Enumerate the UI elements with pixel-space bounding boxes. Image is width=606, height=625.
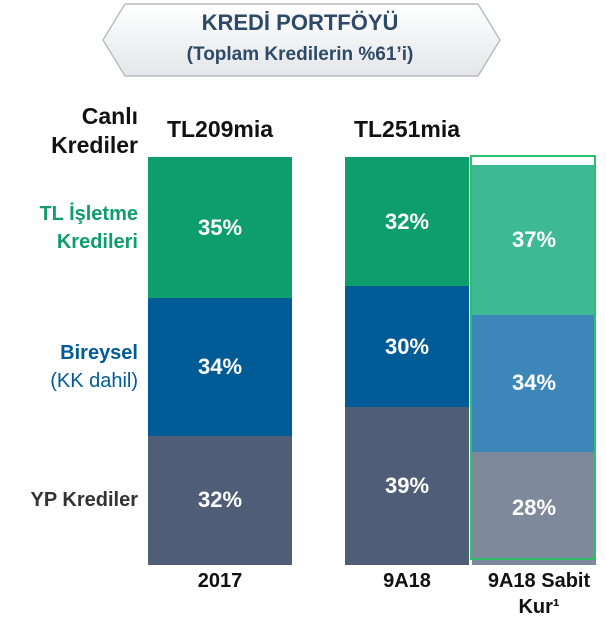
highlight-box: [470, 155, 596, 560]
bar-segment: [345, 156, 469, 287]
x-tick-label: 9A18 Sabit Kur¹: [487, 570, 591, 618]
value-label: 34%: [511, 370, 557, 396]
value-label: 32%: [197, 487, 243, 513]
bar-segment: [472, 451, 596, 565]
bar-segment: [472, 314, 596, 452]
legend-name: TL İşletme Kredileri: [39, 202, 138, 253]
value-label: 34%: [197, 354, 243, 380]
legend-name: YP Krediler: [30, 489, 138, 512]
value-label: 35%: [197, 214, 243, 240]
x-tick-label: 9A18: [383, 570, 431, 592]
chart-subtitle: (Toplam Kredilerin %61’i): [186, 44, 414, 65]
title-banner: [102, 3, 501, 77]
row-header: Canlı Krediler: [51, 103, 138, 158]
bar-segment: [345, 286, 469, 408]
legend-name: Bireysel: [60, 342, 138, 365]
bar-segment: [472, 165, 596, 315]
bar-segment: [345, 407, 469, 565]
legend-entry: YP Krediler: [10, 486, 138, 514]
value-label: 30%: [384, 333, 430, 359]
legend-entry: TL İşletme Kredileri: [10, 200, 138, 256]
x-tick-label: 2017: [197, 570, 243, 592]
total-label: TL209mia: [166, 116, 274, 142]
value-label: 32%: [384, 208, 430, 234]
value-label: 39%: [384, 473, 430, 499]
chart-title: KREDİ PORTFÖYÜ: [201, 10, 399, 35]
bar-segment: [148, 435, 292, 565]
value-label: 28%: [511, 495, 557, 521]
value-label: 37%: [511, 226, 557, 252]
bar-segment: [148, 298, 292, 436]
legend-entry: Bireysel (KK dahil): [10, 339, 138, 395]
bar-segment: [148, 156, 292, 299]
total-label: TL251mia: [353, 116, 461, 142]
legend-note: (KK dahil): [50, 370, 138, 393]
